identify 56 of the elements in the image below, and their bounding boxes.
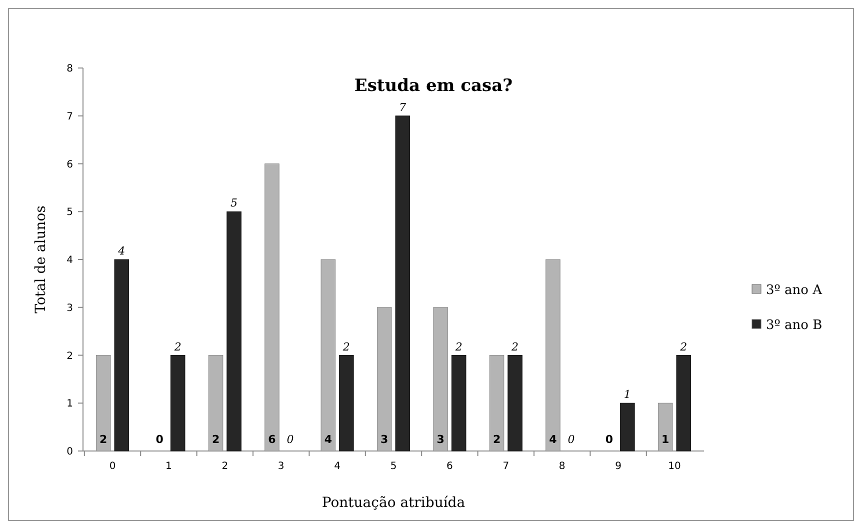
bar bbox=[508, 355, 522, 452]
y-tick-label: 1 bbox=[66, 398, 73, 410]
data-label: 4 bbox=[324, 433, 332, 446]
y-tick-label: 2 bbox=[66, 350, 73, 362]
x-tick-label: 8 bbox=[558, 461, 566, 472]
data-label: 2 bbox=[454, 340, 462, 354]
bar bbox=[620, 402, 635, 452]
x-tick-label: 4 bbox=[334, 461, 340, 472]
data-label: 2 bbox=[212, 433, 220, 446]
data-label: 1 bbox=[662, 433, 670, 446]
bar bbox=[170, 355, 186, 452]
x-tick-label: 10 bbox=[668, 461, 681, 472]
bar bbox=[114, 259, 130, 452]
x-tick-label: 7 bbox=[502, 461, 510, 472]
x-tick-label: 6 bbox=[446, 461, 453, 472]
data-label: 2 bbox=[510, 340, 519, 354]
bar bbox=[676, 355, 692, 452]
text: Estuda em casa? bbox=[354, 76, 513, 96]
bar bbox=[451, 355, 466, 452]
data-label: 5 bbox=[230, 196, 238, 210]
y-tick-label: 0 bbox=[66, 446, 73, 458]
y-axis-title: Total de alunos bbox=[33, 206, 49, 314]
data-label: 2 bbox=[679, 340, 688, 354]
y-tick-label: 5 bbox=[66, 207, 73, 218]
y-tick-label: 3 bbox=[66, 302, 73, 314]
y-tick-label: 8 bbox=[66, 64, 73, 74]
y-tick-label: 7 bbox=[66, 111, 73, 122]
data-label: 1 bbox=[624, 388, 631, 402]
data-label: 0 bbox=[286, 433, 294, 446]
data-label: 7 bbox=[399, 100, 406, 114]
x-tick-label: 3 bbox=[278, 461, 284, 472]
bar bbox=[339, 355, 354, 452]
x-tick-label: 2 bbox=[222, 461, 228, 472]
data-label: 3 bbox=[436, 433, 444, 446]
data-label: 0 bbox=[156, 433, 164, 446]
data-label: 6 bbox=[268, 433, 276, 446]
x-tick-label: 9 bbox=[615, 461, 622, 472]
legend-label: 3º ano A bbox=[766, 283, 823, 298]
bar bbox=[395, 116, 410, 452]
x-tick-label: 1 bbox=[166, 461, 172, 472]
data-label: 4 bbox=[117, 244, 126, 258]
bar bbox=[226, 211, 242, 452]
x-tick-label: 0 bbox=[109, 461, 116, 472]
data-label: 0 bbox=[568, 433, 575, 446]
y-tick-label: 4 bbox=[66, 255, 73, 266]
x-axis-title: Pontuação atribuída bbox=[322, 495, 466, 511]
data-label: 2 bbox=[173, 340, 182, 354]
x-tick-label: 5 bbox=[390, 461, 397, 472]
y-tick-label: 6 bbox=[66, 159, 73, 170]
data-label: 4 bbox=[549, 433, 558, 446]
data-label: 0 bbox=[605, 433, 614, 446]
data-label: 2 bbox=[100, 433, 108, 446]
data-label: 2 bbox=[492, 433, 501, 446]
data-label: 2 bbox=[342, 340, 350, 354]
data-label: 3 bbox=[380, 433, 388, 446]
legend-label: 3º ano B bbox=[766, 318, 822, 334]
